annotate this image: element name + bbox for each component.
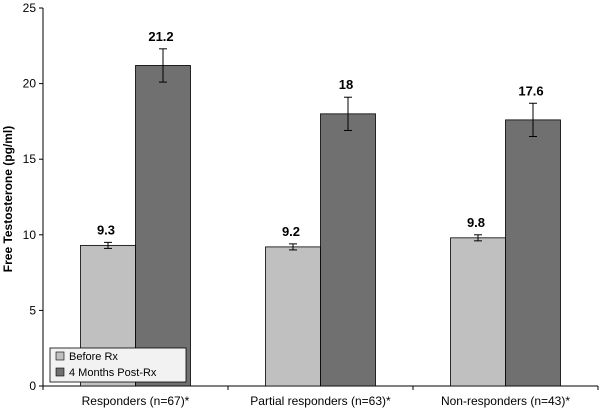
data-label: 9.3 (97, 222, 115, 237)
y-tick-label: 10 (23, 228, 37, 242)
legend: Before Rx 4 Months Post-Rx (49, 347, 187, 383)
legend-swatch-before (55, 351, 65, 361)
bar-post (135, 65, 191, 387)
bar-post (505, 119, 561, 387)
bar-before (450, 237, 506, 387)
data-label: 17.6 (518, 83, 543, 98)
x-category-label: Non-responders (n=43)* (441, 394, 570, 408)
y-axis-title: Free Testosterone (pg/ml) (1, 126, 15, 272)
y-tick-label: 5 (29, 303, 36, 317)
legend-label-post: 4 Months Post-Rx (69, 367, 157, 379)
y-tick-label: 0 (29, 379, 36, 393)
legend-swatch-post (55, 367, 65, 377)
y-tick-label: 25 (23, 1, 37, 15)
x-category-label: Partial responders (n=63)* (250, 394, 391, 408)
plot-area: 0 5 10 15 20 25 9.3 21.2 Responders (n=67)* 9.2 18… (23, 1, 599, 408)
y-tick-label: 15 (23, 152, 37, 166)
data-label: 21.2 (148, 29, 173, 44)
data-label: 9.2 (282, 224, 300, 239)
y-tick-label: 20 (23, 77, 37, 91)
data-label: 9.8 (467, 215, 485, 230)
x-category-label: Responders (n=67)* (82, 394, 190, 408)
data-label: 18 (339, 77, 353, 92)
legend-label-before: Before Rx (69, 351, 118, 363)
bar-post (320, 113, 376, 387)
bar-before (265, 246, 321, 387)
legend-box (49, 347, 187, 383)
